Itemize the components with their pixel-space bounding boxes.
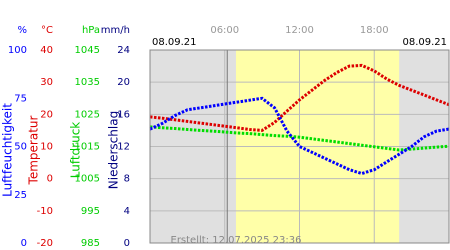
y-tick-label: 12 <box>117 142 130 153</box>
y-tick-label: 8 <box>124 174 130 185</box>
y-tick-label: -10 <box>37 206 53 217</box>
y-tick-label: 75 <box>14 93 27 104</box>
y-tick-label: 995 <box>81 206 100 217</box>
y-tick-label: -20 <box>37 238 53 249</box>
date-right: 08.09.21 <box>402 37 447 48</box>
y-tick-label: 50 <box>14 142 27 153</box>
y-tick-label: 10 <box>40 142 53 153</box>
data-line <box>149 63 450 132</box>
y-tick-label: 1035 <box>75 77 100 88</box>
x-tick-label: 18:00 <box>360 25 389 36</box>
x-tick-label: 06:00 <box>210 25 239 36</box>
axis-title: Niederschlag <box>107 111 121 189</box>
x-tick-label: 12:00 <box>285 25 314 36</box>
axis-unit: mm/h <box>101 25 130 36</box>
data-line <box>149 125 450 152</box>
y-tick-label: 4 <box>124 206 130 217</box>
y-tick-label: 1005 <box>75 174 100 185</box>
y-tick-label: 40 <box>40 45 53 56</box>
axis-title: Luftdruck <box>69 122 83 179</box>
axis-title: Temperatur <box>27 115 41 185</box>
y-tick-label: 30 <box>40 77 53 88</box>
axis-unit: % <box>17 25 27 36</box>
created-label: Erstellt: 12.07.2025 23:36 <box>171 235 302 246</box>
plot-border <box>149 49 450 244</box>
y-tick-label: 24 <box>117 45 130 56</box>
axis-unit: °C <box>41 25 53 36</box>
data-line <box>149 96 450 176</box>
y-tick-label: 0 <box>47 174 53 185</box>
y-tick-label: 985 <box>81 238 100 249</box>
y-tick-label: 20 <box>117 77 130 88</box>
axis-unit: hPa <box>82 25 100 36</box>
axis-title: Luftfeuchtigkeit <box>1 103 15 197</box>
date-left: 08.09.21 <box>152 37 197 48</box>
y-tick-label: 0 <box>21 238 27 249</box>
y-tick-label: 100 <box>8 45 27 56</box>
y-tick-label: 20 <box>40 109 53 120</box>
y-tick-label: 16 <box>117 109 130 120</box>
y-tick-label: 1015 <box>75 142 100 153</box>
y-tick-label: 25 <box>14 190 27 201</box>
y-tick-label: 1045 <box>75 45 100 56</box>
y-tick-label: 1025 <box>75 109 100 120</box>
y-tick-label: 0 <box>124 238 130 249</box>
